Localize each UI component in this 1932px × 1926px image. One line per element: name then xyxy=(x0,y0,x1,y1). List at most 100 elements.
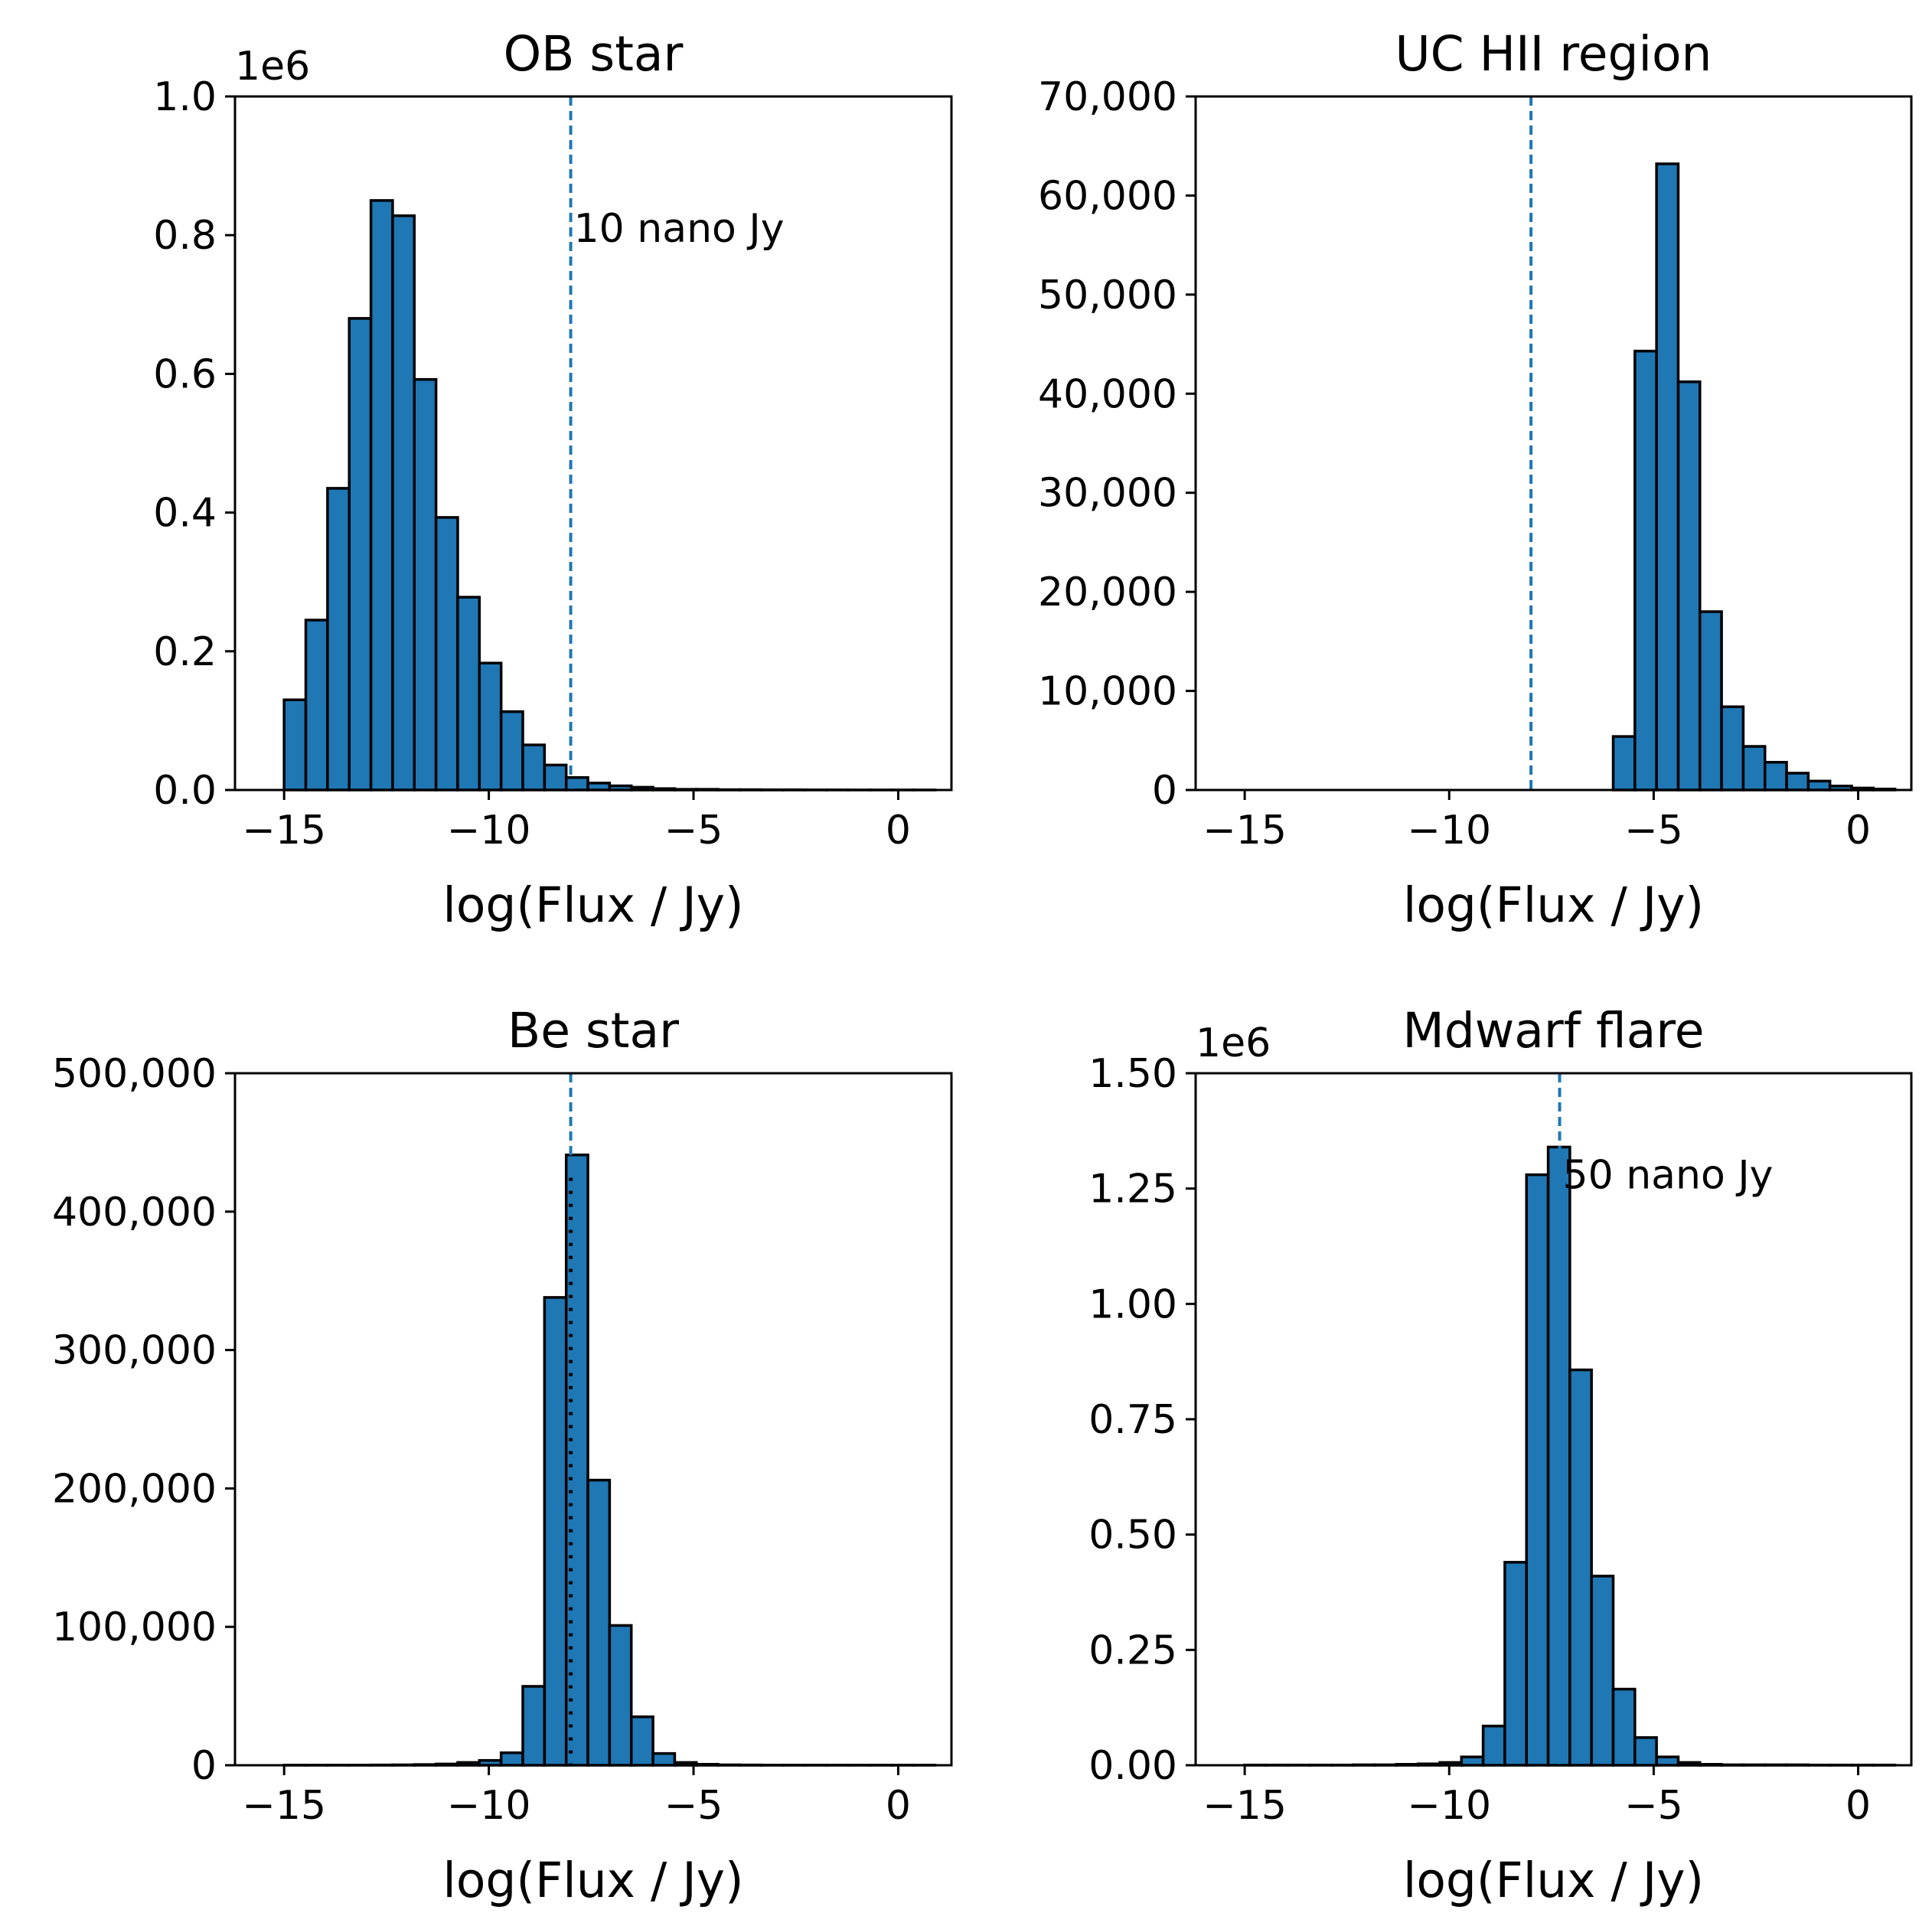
histogram-bar xyxy=(651,1751,677,1767)
histogram-bar xyxy=(434,516,459,792)
y-tick-label: 0.8 xyxy=(153,213,217,259)
x-tick-label: −5 xyxy=(1624,808,1683,854)
histogram-bar xyxy=(1720,705,1745,792)
y-tick-label: 70,000 xyxy=(1038,74,1177,120)
y-offset-label: 1e6 xyxy=(235,44,310,90)
y-tick-label: 500,000 xyxy=(52,1051,217,1097)
histogram-bar xyxy=(413,377,438,792)
y-tick-label: 0.25 xyxy=(1088,1627,1177,1673)
y-tick-label: 400,000 xyxy=(52,1190,217,1236)
x-tick-label: 0 xyxy=(1846,1783,1871,1829)
histogram-bar xyxy=(1568,1368,1593,1767)
histogram-bar xyxy=(1611,1687,1637,1767)
y-tick-label: 300,000 xyxy=(52,1328,217,1374)
histogram-bar xyxy=(543,763,568,792)
x-tick-label: −10 xyxy=(1407,1783,1491,1829)
histogram-bar xyxy=(456,596,481,792)
x-tick-label: −5 xyxy=(1624,1783,1683,1829)
histogram-bar xyxy=(1785,772,1810,792)
histogram-bar xyxy=(326,487,351,792)
x-axis-label: log(Flux / Jy) xyxy=(1403,877,1704,933)
histogram-bar xyxy=(478,661,503,792)
y-tick-label: 100,000 xyxy=(52,1604,217,1650)
y-tick-label: 200,000 xyxy=(52,1466,217,1512)
histogram-bar xyxy=(1525,1173,1550,1767)
x-tick-label: −15 xyxy=(1203,1783,1287,1829)
y-tick-label: 0.0 xyxy=(153,768,217,814)
y-offset-label: 1e6 xyxy=(1196,1020,1271,1066)
subplot-3: −15 −10 −5 0 0 100,000 200,000 300,000 400,000 50… xyxy=(52,1003,953,1908)
annotation-label: 50 nano Jy xyxy=(1563,1153,1774,1199)
histogram-bar xyxy=(391,214,416,792)
y-tick-label: 1.25 xyxy=(1088,1167,1177,1213)
histogram-bar xyxy=(1655,162,1680,792)
x-tick-label: −10 xyxy=(447,808,531,854)
y-tick-label: 0 xyxy=(191,1743,217,1789)
x-tick-label: 0 xyxy=(886,808,911,854)
axes-frame xyxy=(1194,95,1913,792)
histogram-bar xyxy=(1763,761,1788,792)
y-tick-label: 0.00 xyxy=(1088,1743,1177,1789)
x-tick-label: −15 xyxy=(1203,808,1287,854)
histogram-bar xyxy=(629,1715,654,1767)
histogram-bar xyxy=(521,743,547,792)
y-tick-label: 0.75 xyxy=(1088,1397,1177,1443)
subplot-4: −15 −10 −5 0 0.00 0.25 0.50 0.75 1.00 1.25 1.50 1e6… xyxy=(1088,1003,1913,1908)
histogram-bar xyxy=(586,1478,612,1767)
x-tick-label: −15 xyxy=(242,808,326,854)
histogram-bar xyxy=(348,317,373,792)
x-axis-label: log(Flux / Jy) xyxy=(1403,1853,1704,1908)
y-tick-label: 10,000 xyxy=(1038,669,1177,715)
histogram-bar xyxy=(1481,1725,1506,1767)
histogram-bar xyxy=(1460,1755,1485,1767)
x-tick-label: −5 xyxy=(664,808,723,854)
histogram-bar xyxy=(1655,1755,1680,1767)
subplot-title: UC HII region xyxy=(1395,26,1712,82)
subplot-1: −15 −10 −5 0 0.0 0.2 0.4 0.6 0.8 1.0 1e6 OB star log… xyxy=(153,26,953,933)
histogram-bar xyxy=(282,698,308,792)
histogram-bar xyxy=(543,1296,568,1767)
histogram-bar xyxy=(1611,735,1637,792)
annotation-label: 10 nano Jy xyxy=(574,206,785,252)
x-tick-label: −5 xyxy=(664,1783,723,1829)
x-axis-label: log(Flux / Jy) xyxy=(442,1853,743,1908)
histogram-bar xyxy=(1806,779,1832,792)
y-tick-label: 1.00 xyxy=(1088,1281,1177,1327)
y-tick-label: 40,000 xyxy=(1038,371,1177,417)
y-tick-label: 1.50 xyxy=(1088,1051,1177,1097)
subplot-title: Mdwarf flare xyxy=(1402,1003,1704,1059)
histogram-bar xyxy=(499,710,524,792)
axes-frame xyxy=(233,1072,953,1767)
histogram-bar xyxy=(1741,745,1767,792)
y-tick-label: 0 xyxy=(1152,768,1177,814)
x-axis-label: log(Flux / Jy) xyxy=(442,877,743,933)
subplot-title: Be star xyxy=(507,1003,679,1059)
histogram-bar xyxy=(499,1751,524,1767)
histogram-bar xyxy=(304,619,329,792)
histogram-bar xyxy=(1503,1561,1528,1767)
y-tick-label: 1.0 xyxy=(153,74,217,120)
histogram-bar xyxy=(1633,349,1658,792)
histogram-bar xyxy=(1676,380,1702,792)
x-tick-label: 0 xyxy=(1846,808,1871,854)
histogram-bar xyxy=(369,199,394,792)
histogram-bar xyxy=(1699,610,1723,792)
x-tick-label: −10 xyxy=(1407,808,1491,854)
x-tick-label: −10 xyxy=(447,1783,531,1829)
y-tick-label: 30,000 xyxy=(1038,471,1177,517)
histogram-bar xyxy=(521,1685,547,1767)
x-tick-label: 0 xyxy=(886,1783,911,1829)
y-tick-label: 50,000 xyxy=(1038,273,1177,318)
y-tick-label: 20,000 xyxy=(1038,570,1177,615)
histogram-bar xyxy=(1633,1736,1658,1767)
subplot-title: OB star xyxy=(504,26,684,82)
y-tick-label: 0.50 xyxy=(1088,1513,1177,1559)
y-tick-label: 0.2 xyxy=(153,629,217,675)
y-tick-label: 60,000 xyxy=(1038,173,1177,219)
y-tick-label: 0.6 xyxy=(153,351,217,397)
x-tick-label: −15 xyxy=(242,1783,326,1829)
histogram-bar xyxy=(1590,1575,1615,1767)
subplot-2: −15 −10 −5 0 0 10,000 20,000 30,000 40,000 50,000… xyxy=(1038,26,1913,933)
histogram-bar xyxy=(608,1624,633,1767)
